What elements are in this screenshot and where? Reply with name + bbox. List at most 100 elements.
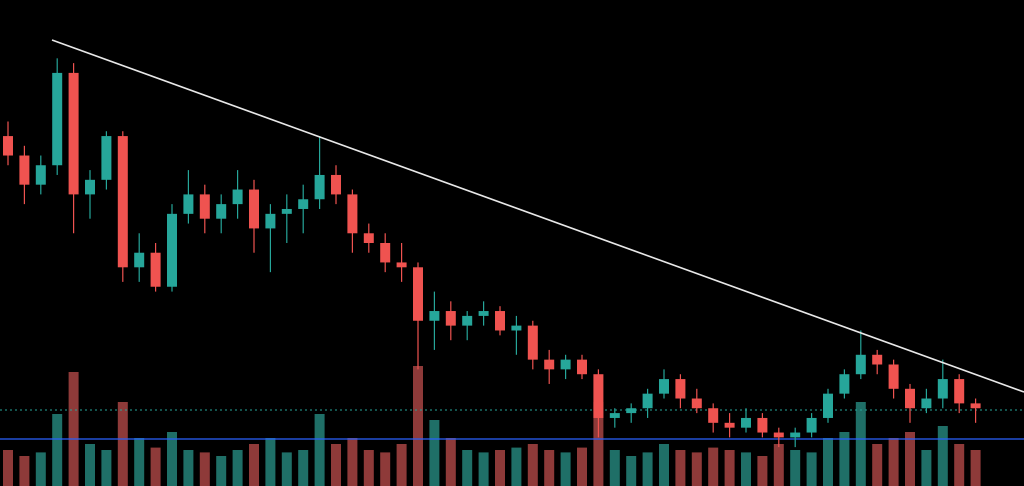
candle-body xyxy=(773,432,784,438)
candle-body xyxy=(363,233,374,243)
volume-bar xyxy=(314,414,325,486)
candle-body xyxy=(741,417,751,428)
candle-body xyxy=(249,189,259,229)
volume-bar xyxy=(495,450,505,486)
candle-body xyxy=(577,359,587,375)
volume-bar xyxy=(52,414,63,486)
candle-body xyxy=(281,208,292,214)
volume-bar xyxy=(281,452,292,486)
volume-bar xyxy=(347,438,358,486)
candle-body xyxy=(68,72,79,195)
volume-bar xyxy=(363,450,374,486)
candle-body xyxy=(3,136,13,156)
candle-body xyxy=(495,311,505,331)
candle-body xyxy=(52,72,63,166)
volume-bar xyxy=(708,447,719,486)
volume-bar xyxy=(888,438,899,486)
candle-body xyxy=(462,315,473,326)
volume-bar xyxy=(199,452,210,486)
candle-body xyxy=(331,174,341,195)
candle-body xyxy=(675,379,686,399)
candle-body xyxy=(855,354,866,375)
candle-body xyxy=(265,213,276,229)
candle-body xyxy=(626,408,637,414)
volume-bar xyxy=(183,450,194,486)
candle-body xyxy=(199,194,210,219)
volume-bar xyxy=(937,426,948,486)
candle-body xyxy=(511,325,522,331)
candle-body xyxy=(593,374,604,418)
volume-bar xyxy=(577,447,587,486)
candle-body xyxy=(396,262,407,268)
volume-bar xyxy=(757,456,768,486)
candle-body xyxy=(167,213,177,287)
volume-bar xyxy=(691,452,702,486)
candle-body xyxy=(19,155,30,185)
candle-body xyxy=(921,398,932,409)
volume-bar xyxy=(855,402,866,486)
volume-bar xyxy=(298,450,309,486)
candle-body xyxy=(413,267,423,321)
volume-bar xyxy=(134,438,145,486)
volume-bar xyxy=(642,452,653,486)
volume-bar xyxy=(68,372,79,486)
candle-body xyxy=(823,393,833,418)
volume-bar xyxy=(35,452,46,486)
candle-body xyxy=(888,364,899,389)
volume-bar xyxy=(232,450,243,486)
candle-body xyxy=(150,252,161,287)
candle-body xyxy=(708,408,719,423)
trend-line[interactable] xyxy=(51,39,1024,393)
volume-bar xyxy=(954,444,965,486)
volume-bar xyxy=(544,450,555,486)
volume-bar xyxy=(970,450,981,486)
candle-body xyxy=(839,374,850,394)
volume-bar xyxy=(445,438,456,486)
volume-bar xyxy=(806,452,817,486)
volume-bar xyxy=(478,452,489,486)
volume-bar xyxy=(19,456,30,486)
candle-body xyxy=(380,243,391,263)
candle-body xyxy=(905,388,915,409)
candle-body xyxy=(134,252,145,268)
candle-body xyxy=(724,422,735,428)
volume-bar xyxy=(593,402,604,486)
volume-bar xyxy=(429,420,440,486)
volume-bar xyxy=(790,450,801,486)
volume-bar xyxy=(839,432,850,486)
volume-bar xyxy=(265,438,276,486)
candle-body xyxy=(347,194,358,234)
volume-bar xyxy=(85,444,95,486)
volume-bar xyxy=(659,444,669,486)
volume-bar xyxy=(921,450,932,486)
candle-body xyxy=(659,379,669,394)
volume-bar xyxy=(823,438,833,486)
candle-body xyxy=(445,311,456,326)
volume-bar xyxy=(724,450,735,486)
candle-body xyxy=(560,359,571,370)
volume-bar xyxy=(150,447,161,486)
volume-bar xyxy=(117,402,128,486)
volume-bar xyxy=(511,447,522,486)
volume-bar xyxy=(741,452,751,486)
candle-body xyxy=(216,204,227,219)
volume-bar xyxy=(773,444,784,486)
volume-bar xyxy=(331,444,341,486)
volume-bar xyxy=(560,452,571,486)
volume-bar xyxy=(380,452,391,486)
volume-bar xyxy=(101,450,112,486)
candle-body xyxy=(544,359,555,370)
candle-body xyxy=(806,417,817,433)
volume-bar xyxy=(167,432,177,486)
volume-bar xyxy=(413,366,423,486)
candle-body xyxy=(609,413,620,418)
candle-body xyxy=(232,189,243,205)
volume-bar xyxy=(3,450,13,486)
candle-body xyxy=(937,379,948,399)
candle-body xyxy=(183,194,194,214)
volume-bar xyxy=(905,432,915,486)
volume-bar xyxy=(462,450,473,486)
